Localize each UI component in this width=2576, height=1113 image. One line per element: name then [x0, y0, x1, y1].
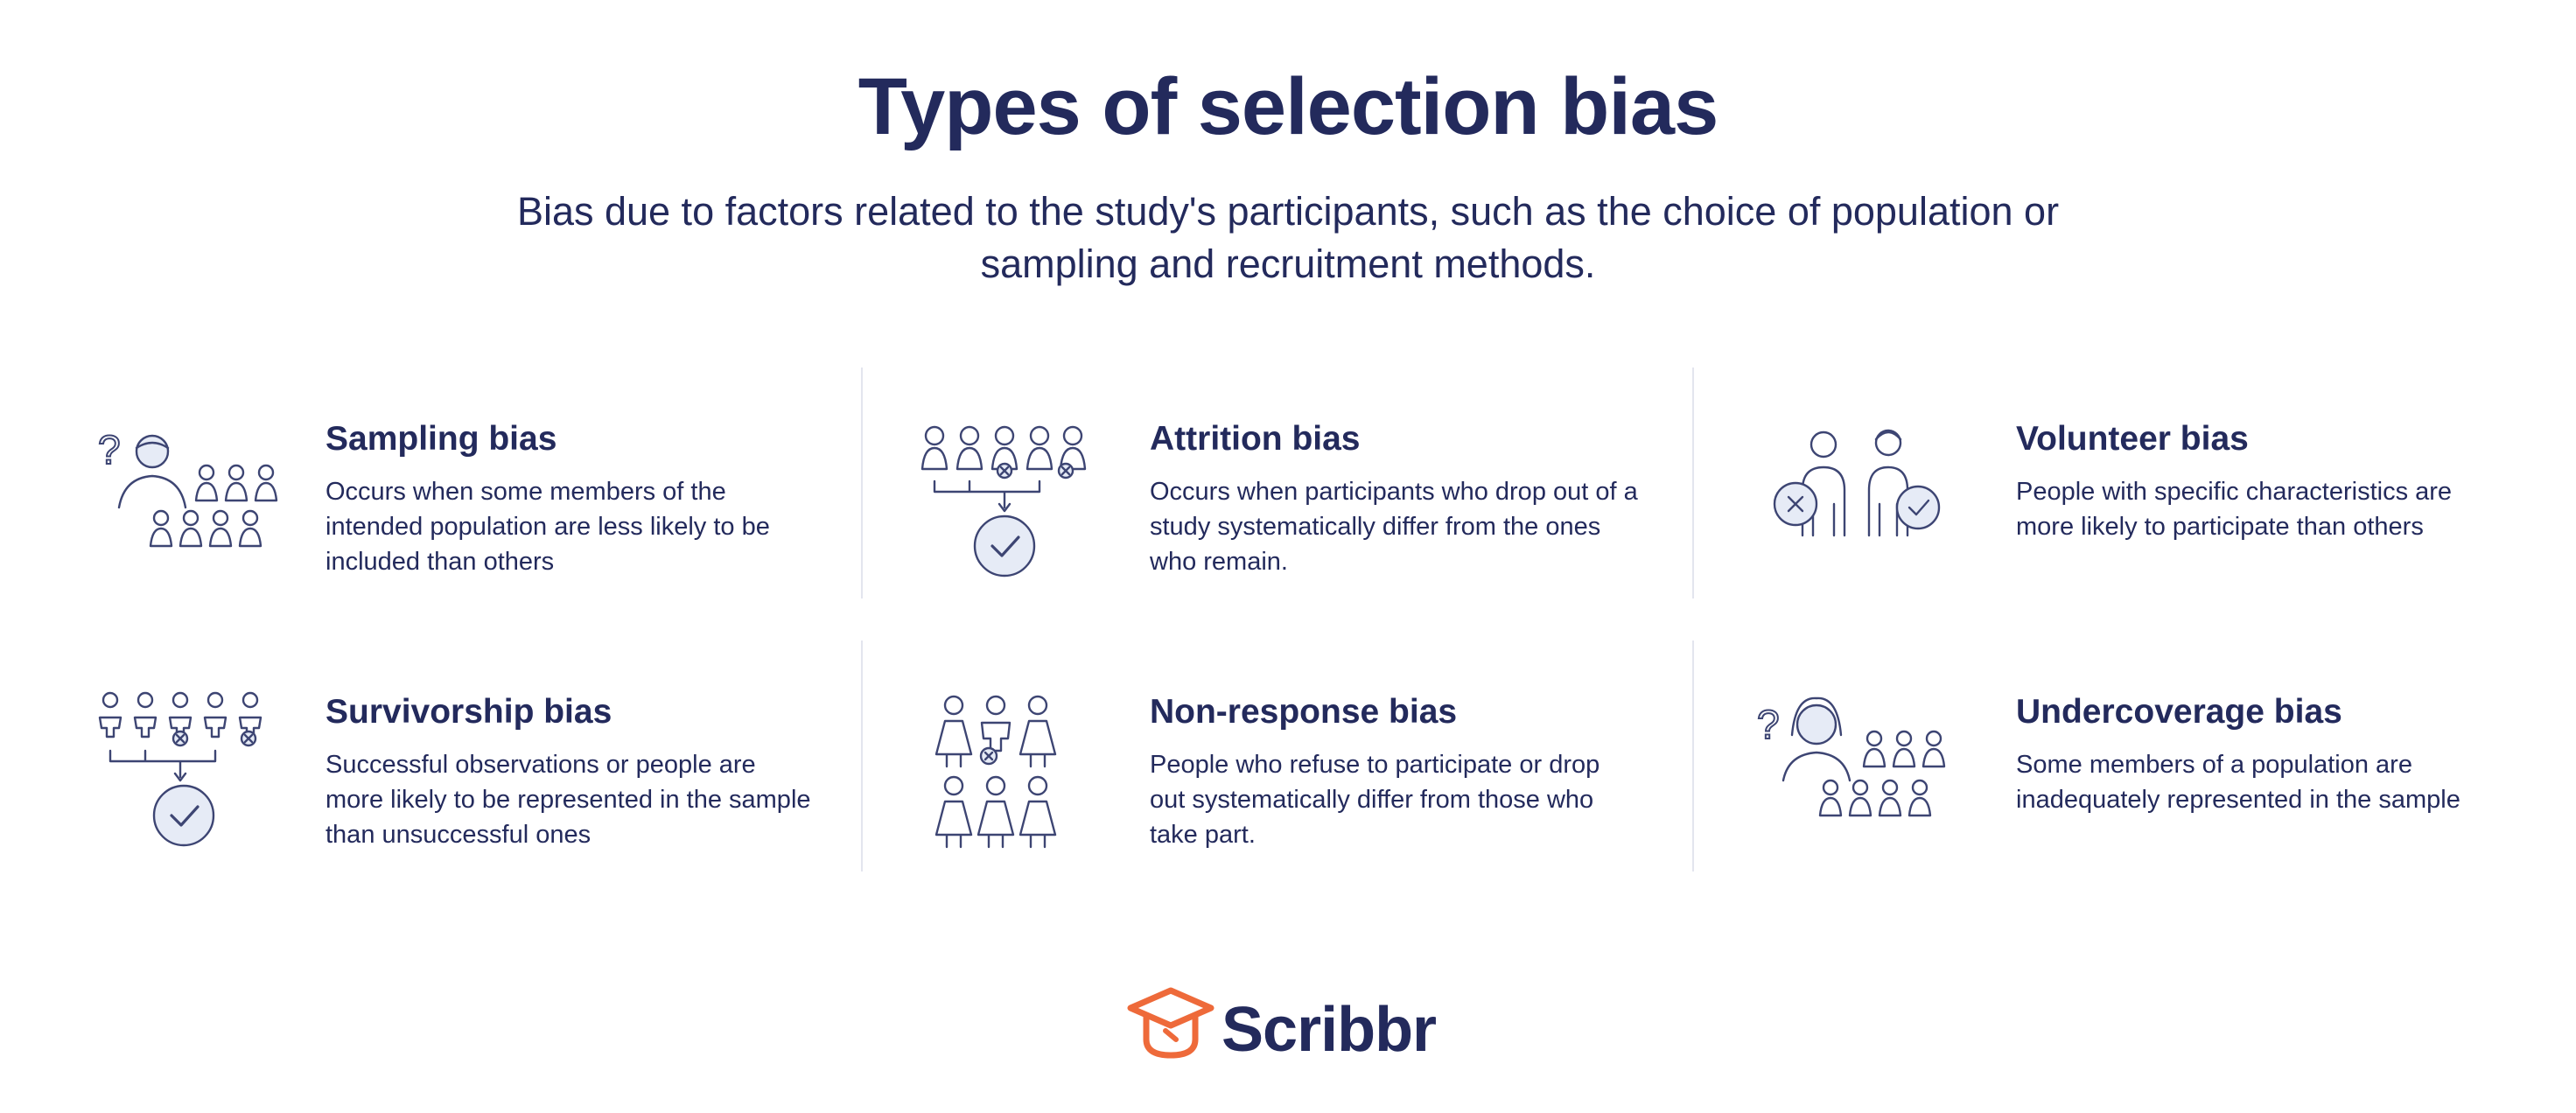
svg-text:?: ?	[1757, 702, 1780, 747]
card-heading: Non-response bias	[1150, 693, 1458, 731]
card-sampling-bias: ? Sampling bias Occurs when some members…	[97, 420, 816, 595]
card-survivorship-bias: Survivorship bias Successful observation…	[98, 691, 816, 868]
page-title: Types of selection bias	[858, 62, 1719, 151]
card-heading: Undercoverage bias	[2016, 693, 2342, 731]
logo-text: Scribbr	[1222, 995, 1437, 1065]
svg-text:?: ?	[98, 427, 121, 472]
card-description: Some members of a population are inadequ…	[2016, 751, 2460, 814]
graduation-cap-icon	[1127, 987, 1214, 1059]
page-subtitle: Bias due to factors related to the study…	[516, 189, 2060, 286]
card-volunteer-bias: Volunteer bias People with specific char…	[1768, 420, 2520, 595]
column-divider	[861, 640, 863, 872]
card-attrition-bias: Attrition bias Occurs when participants …	[919, 420, 1671, 595]
card-undercoverage-bias: ? Undercoverage bias Some members of a p…	[1756, 693, 2527, 868]
card-description: People with specific characteristics are…	[2016, 478, 2453, 541]
non-response-icon	[934, 695, 1057, 849]
card-heading: Survivorship bias	[326, 693, 612, 731]
column-divider	[861, 368, 863, 598]
survivorship-icon	[98, 691, 262, 847]
card-non-response-bias: Non-response bias People who refuse to p…	[919, 693, 1671, 868]
undercoverage-icon: ?	[1756, 696, 1946, 817]
column-divider	[1692, 368, 1694, 598]
card-heading: Attrition bias	[1150, 420, 1361, 458]
attrition-icon	[920, 425, 1087, 578]
card-description: Occurs when some members of the intended…	[326, 478, 770, 576]
card-description: Successful observations or people are mo…	[326, 751, 811, 849]
card-description: Occurs when participants who drop out of…	[1150, 478, 1638, 576]
card-heading: Sampling bias	[326, 420, 557, 458]
card-heading: Volunteer bias	[2016, 420, 2249, 458]
sampling-icon: ?	[97, 426, 278, 548]
card-description: People who refuse to participate or drop…	[1150, 751, 1600, 849]
column-divider	[1692, 640, 1694, 872]
volunteer-icon	[1773, 429, 1941, 537]
